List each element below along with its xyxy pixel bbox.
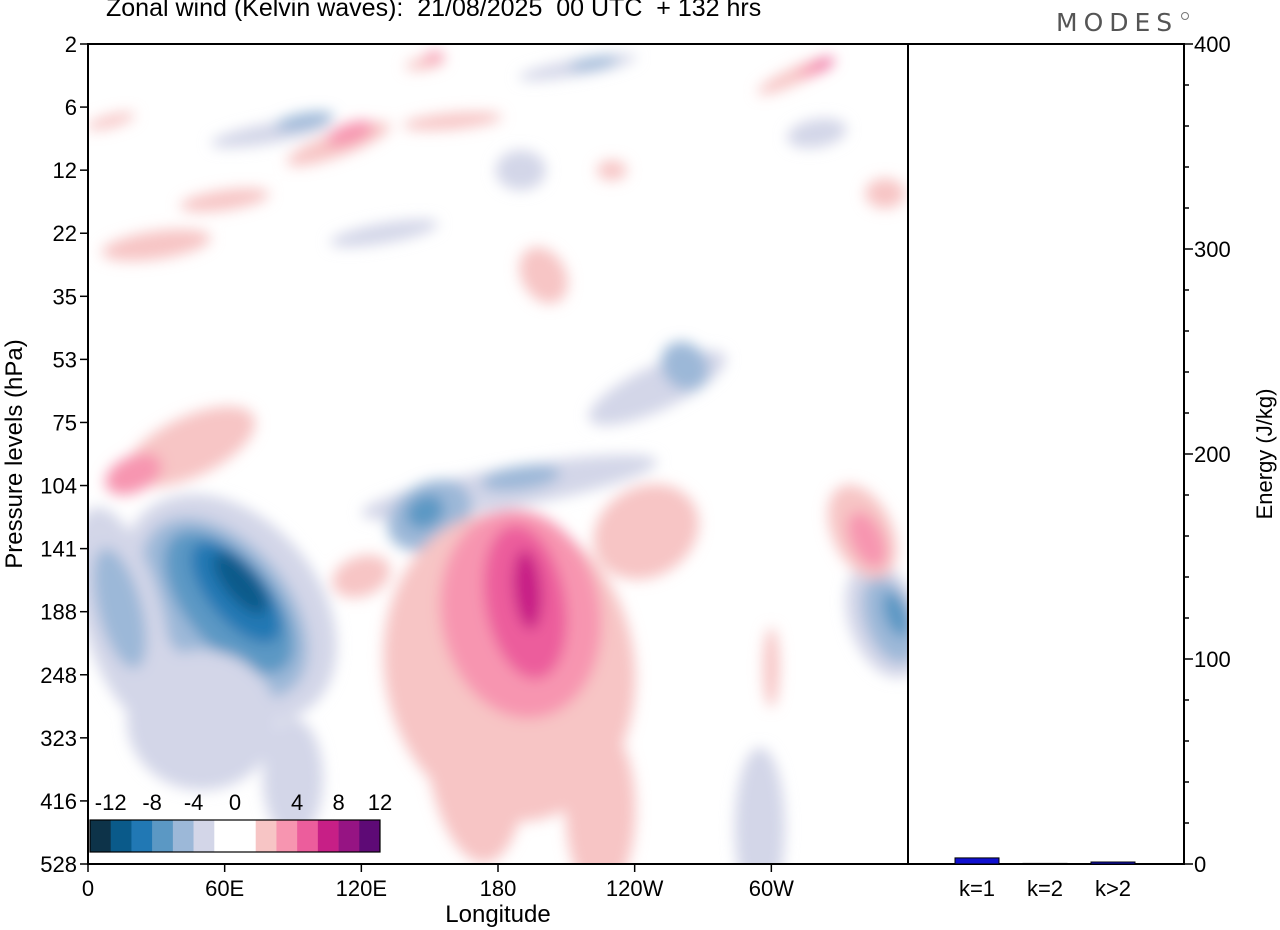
x-tick-label: 60W	[749, 876, 794, 901]
easterly-contour-region	[882, 591, 908, 638]
westerly-contour-region	[326, 120, 374, 147]
westerly-contour-region	[593, 484, 699, 580]
colorbar-tick-label: -4	[184, 790, 204, 815]
easterly-contour-region	[569, 55, 619, 71]
westerly-contour-region	[105, 453, 162, 495]
x-tick-label: 60E	[205, 876, 244, 901]
colorbar-frame	[89, 819, 381, 853]
y-tick-label: 248	[40, 663, 77, 688]
x-tick-label: 120W	[606, 876, 664, 901]
registered-mark-icon	[1181, 12, 1189, 20]
westerly-contour-region	[180, 188, 270, 212]
easterly-contour-region	[274, 111, 334, 131]
easterly-contour-region	[661, 341, 709, 391]
y-tick-label: 6	[65, 95, 77, 120]
colorbar: -12 -8 -4 0 4 8 12	[89, 790, 392, 853]
easterly-contour-region	[329, 219, 439, 247]
easterly-contour-region	[787, 118, 847, 149]
colorbar-swatch	[297, 820, 319, 852]
brand-logo: MODES	[1056, 8, 1179, 37]
easterly-contour-region	[406, 494, 445, 529]
wind-field	[88, 44, 908, 864]
easterly-contour-region	[263, 718, 323, 839]
colorbar-tick-label: -12	[95, 790, 127, 815]
x-tick-label: 0	[82, 876, 94, 901]
y-tick-label: 22	[53, 221, 77, 246]
colorbar-swatch	[110, 820, 132, 852]
westerly-contour-region	[424, 51, 445, 63]
energy-category-label: k=2	[1027, 876, 1063, 901]
y-tick-label: 141	[40, 537, 77, 562]
colorbar-swatch	[235, 820, 257, 852]
westerly-contour-region	[763, 627, 780, 708]
colorbar-swatch	[172, 820, 194, 852]
colorbar-swatch	[359, 820, 381, 852]
colorbar-swatch	[131, 820, 153, 852]
colorbar-tick-label: 0	[229, 790, 241, 815]
x-axis-label: Longitude	[445, 901, 550, 928]
y-tick-label: 416	[40, 789, 77, 814]
westerly-contour-region	[847, 511, 887, 568]
energy-bar	[954, 857, 1000, 865]
y-tick-label: 323	[40, 726, 77, 751]
westerly-contour-region	[101, 229, 211, 261]
westerly-contour-region	[332, 554, 391, 598]
y-tick-label: 2	[65, 32, 77, 57]
westerly-contour-region	[519, 247, 568, 304]
y-tick-label: 528	[40, 852, 77, 877]
westerly-contour-region	[596, 160, 627, 181]
colorbar-swatch	[214, 820, 236, 852]
y-tick-label: 12	[53, 158, 77, 183]
westerly-contour-region	[88, 112, 135, 130]
energy-tick-label: 200	[1194, 442, 1231, 467]
easterly-contour-region	[126, 650, 277, 791]
westerly-contour-region	[865, 178, 906, 209]
energy-panel-frame	[907, 43, 1185, 865]
y-tick-label: 35	[53, 284, 77, 309]
y-tick-label: 53	[53, 347, 77, 372]
energy-tick-label: 300	[1194, 237, 1231, 262]
westerly-contour-region	[513, 549, 542, 630]
y-tick-label: 75	[53, 410, 77, 435]
colorbar-swatch	[152, 820, 174, 852]
x-tick-label: 120E	[336, 876, 387, 901]
easterly-contour-region	[734, 747, 785, 864]
colorbar-swatch	[193, 820, 215, 852]
colorbar-swatch	[255, 820, 277, 852]
y-tick-label: 104	[40, 474, 77, 499]
energy-category-label: k=1	[959, 876, 995, 901]
colorbar-tick-label: 12	[368, 790, 392, 815]
energy-axis-label: Energy (J/kg)	[1252, 389, 1277, 520]
easterly-contour-region	[481, 464, 561, 492]
colorbar-swatch	[276, 820, 298, 852]
energy-tick-label: 400	[1194, 32, 1231, 57]
colorbar-tick-label: 8	[332, 790, 344, 815]
x-tick-label: 180	[480, 876, 517, 901]
westerly-contour-region	[814, 57, 833, 69]
energy-category-label: k>2	[1095, 876, 1131, 901]
easterly-contour-region	[93, 548, 147, 669]
energy-bar	[1022, 862, 1068, 865]
westerly-contour-region	[402, 112, 503, 131]
energy-bar	[1090, 861, 1136, 865]
y-axis-label: Pressure levels (hPa)	[1, 339, 28, 568]
colorbar-swatch	[317, 820, 339, 852]
colorbar-swatch	[338, 820, 360, 852]
chart-title: Zonal wind (Kelvin waves): 21/08/2025 00…	[106, 0, 762, 22]
easterly-contour-region	[495, 150, 546, 191]
energy-tick-label: 0	[1194, 852, 1206, 877]
colorbar-tick-label: -8	[142, 790, 162, 815]
energy-tick-label: 100	[1194, 647, 1231, 672]
westerly-contour-region	[565, 724, 636, 864]
y-tick-label: 188	[40, 600, 77, 625]
easterly-contour-region	[213, 552, 268, 614]
colorbar-swatch	[90, 820, 112, 852]
colorbar-tick-label: 4	[291, 790, 303, 815]
